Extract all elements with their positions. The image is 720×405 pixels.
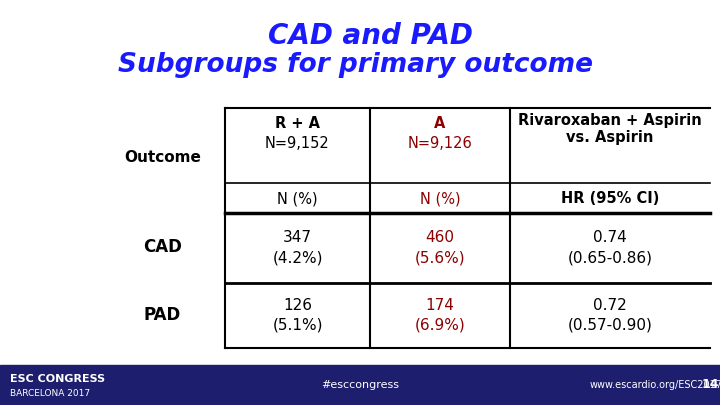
Text: (0.65-0.86): (0.65-0.86) (567, 251, 652, 266)
Bar (0, 365, 720, 405)
Text: Subgroups for primary outcome: Subgroups for primary outcome (117, 52, 593, 78)
Text: (0.57-0.90): (0.57-0.90) (567, 318, 652, 333)
Text: 347: 347 (283, 230, 312, 245)
Text: 0.74: 0.74 (593, 230, 627, 245)
Text: 0.72: 0.72 (593, 298, 627, 313)
Text: N (%): N (%) (420, 191, 460, 206)
Text: CAD: CAD (143, 238, 182, 256)
Text: (5.6%): (5.6%) (415, 251, 465, 266)
Text: (4.2%): (4.2%) (272, 251, 323, 266)
Text: Rivaroxaban + Aspirin: Rivaroxaban + Aspirin (518, 113, 702, 128)
Text: 14: 14 (701, 379, 719, 392)
Text: #esccongress: #esccongress (321, 380, 399, 390)
Text: PAD: PAD (144, 305, 181, 324)
Text: (6.9%): (6.9%) (415, 318, 465, 333)
Text: N=9,152: N=9,152 (265, 136, 330, 151)
Text: (5.1%): (5.1%) (272, 318, 323, 333)
Text: ESC CONGRESS: ESC CONGRESS (10, 374, 105, 384)
Text: Outcome: Outcome (124, 150, 201, 165)
Text: 174: 174 (426, 298, 454, 313)
Text: CAD and PAD: CAD and PAD (268, 22, 472, 50)
Text: 126: 126 (283, 298, 312, 313)
Text: 460: 460 (426, 230, 454, 245)
Text: vs. Aspirin: vs. Aspirin (567, 130, 654, 145)
Text: A: A (434, 116, 446, 131)
Text: N (%): N (%) (277, 191, 318, 206)
Text: www.escardio.org/ESC2017: www.escardio.org/ESC2017 (590, 380, 720, 390)
Text: BARCELONA 2017: BARCELONA 2017 (10, 389, 90, 398)
Text: R + A: R + A (275, 116, 320, 131)
Text: N=9,126: N=9,126 (408, 136, 472, 151)
Text: HR (95% CI): HR (95% CI) (561, 191, 660, 206)
